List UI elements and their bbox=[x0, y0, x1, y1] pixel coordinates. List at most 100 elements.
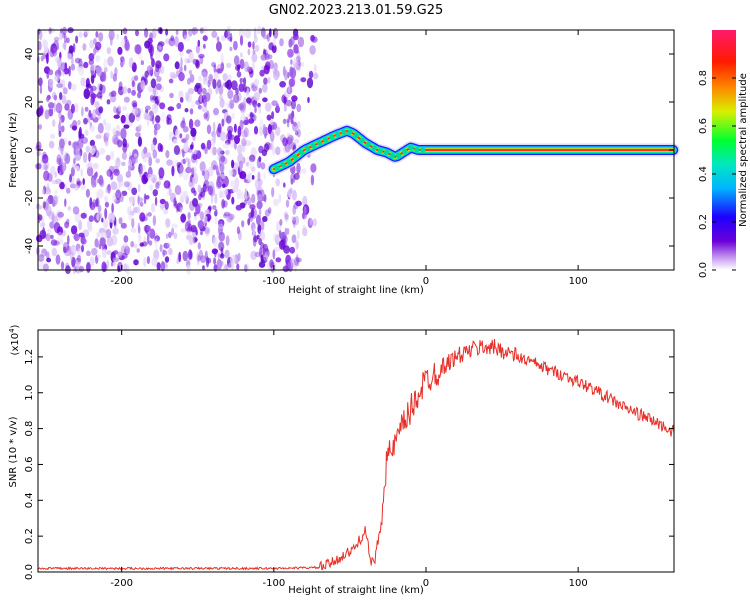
noise-speck bbox=[55, 178, 62, 185]
noise-speck bbox=[313, 72, 319, 80]
noise-speck bbox=[135, 29, 139, 37]
noise-speck bbox=[80, 184, 86, 190]
noise-speck bbox=[39, 85, 43, 94]
noise-speck bbox=[221, 263, 227, 273]
noise-speck bbox=[262, 216, 268, 222]
noise-speck bbox=[258, 87, 263, 94]
noise-speck bbox=[271, 141, 274, 151]
noise-speck bbox=[49, 133, 56, 139]
track-blob bbox=[274, 165, 280, 171]
noise-speck bbox=[236, 71, 242, 78]
noise-speck bbox=[104, 122, 112, 132]
noise-speck bbox=[56, 83, 63, 88]
noise-speck bbox=[95, 41, 102, 51]
noise-speck bbox=[257, 193, 263, 203]
noise-speck bbox=[131, 89, 137, 96]
noise-speck bbox=[182, 29, 188, 40]
snr-scale-note: (x104) bbox=[8, 324, 21, 355]
noise-speck bbox=[259, 69, 265, 77]
noise-speck bbox=[183, 136, 189, 146]
noise-speck bbox=[75, 165, 80, 172]
noise-speck bbox=[252, 61, 255, 71]
noise-speck bbox=[67, 53, 72, 60]
noise-speck bbox=[128, 112, 136, 123]
noise-speck bbox=[59, 92, 63, 100]
noise-speck bbox=[253, 35, 258, 43]
noise-speck bbox=[45, 198, 50, 206]
noise-speck bbox=[187, 249, 193, 261]
noise-speck bbox=[63, 67, 70, 75]
noise-speck bbox=[62, 87, 68, 95]
noise-speck bbox=[294, 215, 299, 226]
noise-speck bbox=[37, 40, 42, 51]
noise-speck bbox=[80, 77, 86, 87]
noise-speck bbox=[133, 243, 138, 249]
noise-speck bbox=[220, 52, 224, 64]
noise-speck bbox=[225, 149, 230, 156]
noise-speck bbox=[57, 66, 61, 75]
noise-speck bbox=[180, 206, 183, 214]
noise-speck bbox=[89, 202, 96, 211]
noise-speck bbox=[258, 238, 262, 246]
noise-speck bbox=[152, 149, 158, 159]
noise-speck bbox=[222, 143, 230, 149]
noise-speck bbox=[168, 187, 172, 196]
x-tick-label: 100 bbox=[569, 578, 588, 589]
noise-speck bbox=[94, 239, 100, 248]
noise-speck bbox=[150, 142, 156, 152]
noise-speck bbox=[192, 154, 198, 161]
noise-speck bbox=[90, 73, 95, 84]
noise-speck bbox=[258, 106, 262, 114]
noise-speck bbox=[239, 171, 247, 180]
noise-speck bbox=[220, 155, 226, 163]
noise-speck bbox=[145, 173, 151, 179]
noise-speck bbox=[131, 218, 135, 229]
noise-speck bbox=[42, 217, 45, 229]
noise-speck bbox=[148, 240, 153, 246]
noise-speck bbox=[252, 235, 257, 247]
noise-speck bbox=[157, 95, 161, 101]
noise-speck bbox=[313, 64, 317, 72]
y-tick-label: 40 bbox=[24, 48, 35, 61]
noise-speck bbox=[300, 77, 307, 83]
noise-speck bbox=[278, 230, 282, 238]
noise-speck bbox=[107, 183, 111, 194]
noise-speck bbox=[189, 144, 194, 150]
noise-speck bbox=[143, 236, 147, 248]
noise-speck bbox=[271, 100, 278, 107]
noise-speck bbox=[118, 105, 122, 112]
noise-speck bbox=[122, 27, 128, 35]
noise-speck bbox=[35, 205, 43, 210]
noise-speck bbox=[70, 166, 75, 177]
noise-speck bbox=[188, 51, 194, 63]
noise-speck bbox=[155, 64, 160, 73]
noise-speck bbox=[229, 138, 235, 149]
noise-speck bbox=[272, 36, 276, 47]
noise-speck bbox=[179, 66, 183, 74]
noise-speck bbox=[183, 64, 187, 72]
noise-speck bbox=[154, 235, 161, 242]
track-blob bbox=[389, 153, 396, 159]
noise-speck bbox=[284, 213, 289, 220]
noise-speck bbox=[194, 149, 198, 155]
noise-speck bbox=[46, 234, 51, 242]
noise-speck bbox=[57, 231, 63, 243]
noise-speck bbox=[38, 105, 44, 116]
noise-speck bbox=[100, 91, 103, 101]
noise-speck bbox=[76, 180, 83, 186]
noise-speck bbox=[150, 51, 153, 61]
noise-speck bbox=[51, 212, 55, 223]
track-blob bbox=[298, 149, 304, 155]
noise-speck bbox=[294, 256, 300, 267]
noise-speck bbox=[222, 183, 226, 188]
colorbar-tick-label: 0.8 bbox=[698, 70, 709, 86]
noise-speck bbox=[180, 228, 187, 233]
noise-speck bbox=[43, 170, 50, 181]
snr-y-axis-label: SNR (10 * v/v) bbox=[8, 416, 19, 487]
colorbar-tick-label: 0.2 bbox=[698, 214, 709, 230]
spectrogram-y-ticks: -40 -20 0 20 40 bbox=[24, 48, 674, 254]
noise-speck bbox=[229, 134, 235, 141]
noise-speck bbox=[144, 105, 151, 111]
noise-speck bbox=[76, 264, 81, 274]
noise-speck bbox=[118, 81, 123, 91]
